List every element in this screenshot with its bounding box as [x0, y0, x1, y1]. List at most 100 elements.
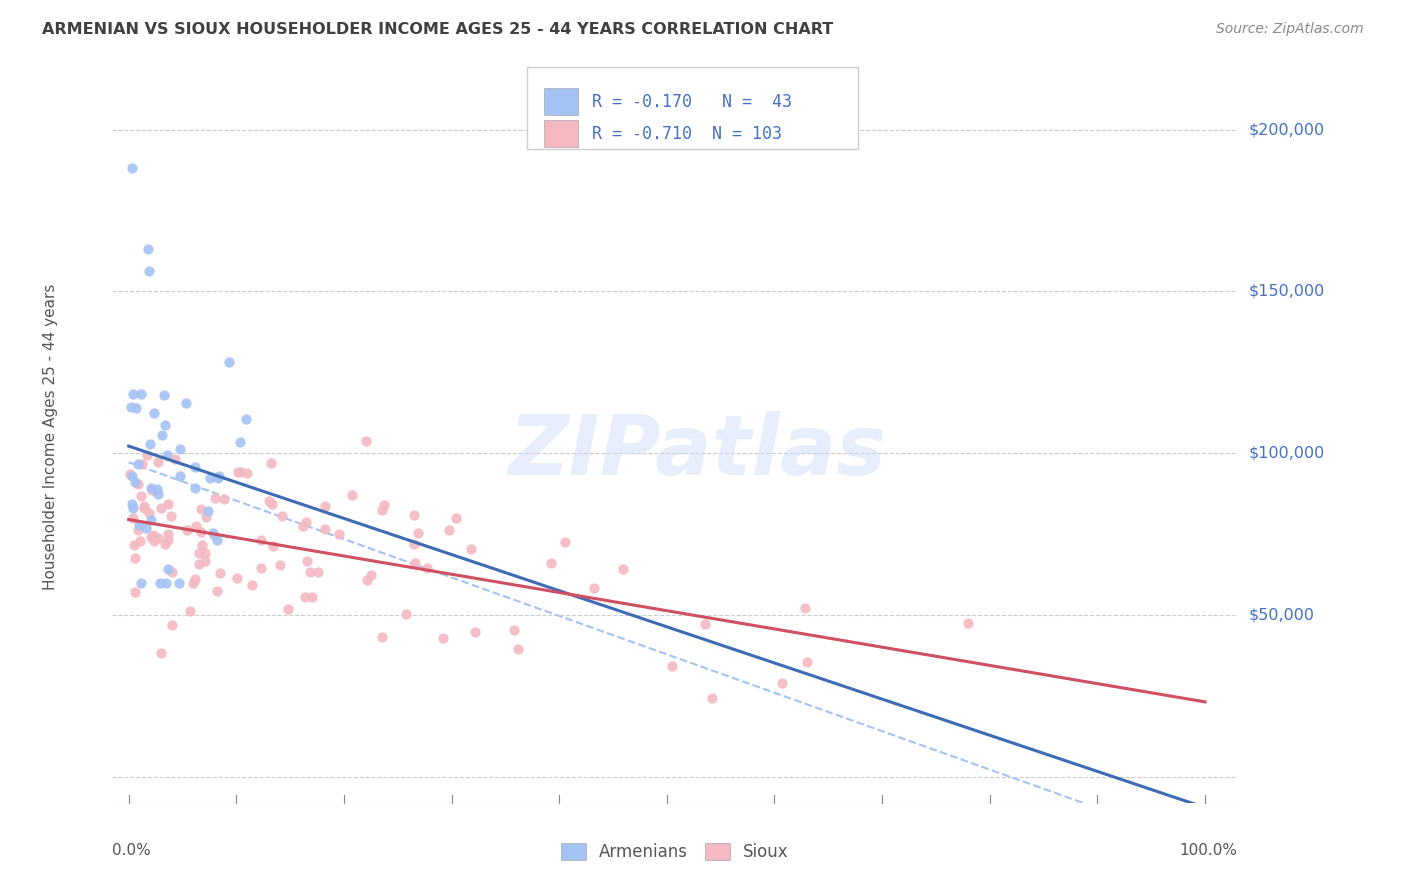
- Point: [794, 600, 817, 615]
- Point: [612, 562, 634, 576]
- Point: [432, 632, 454, 646]
- Point: [250, 561, 273, 575]
- Point: [249, 533, 271, 547]
- Point: [138, 507, 160, 521]
- Text: R = -0.710  N = 103: R = -0.710 N = 103: [592, 125, 782, 143]
- Point: [294, 590, 316, 604]
- Point: [124, 550, 146, 565]
- Point: [328, 526, 350, 541]
- Point: [356, 434, 378, 449]
- Point: [295, 553, 318, 567]
- Point: [190, 524, 212, 539]
- Point: [235, 412, 257, 426]
- Point: [122, 501, 145, 516]
- Point: [301, 590, 323, 604]
- Point: [155, 575, 177, 590]
- Point: [153, 417, 176, 432]
- Point: [202, 528, 225, 542]
- Point: [131, 489, 153, 503]
- Point: [157, 526, 180, 541]
- Point: [190, 502, 212, 516]
- Point: [127, 457, 149, 471]
- Point: [260, 497, 283, 511]
- Point: [404, 508, 426, 522]
- Point: [156, 562, 179, 576]
- Point: [124, 475, 146, 490]
- Point: [340, 488, 363, 502]
- Point: [225, 571, 247, 585]
- Point: [229, 435, 252, 450]
- Point: [135, 448, 157, 462]
- Point: [132, 501, 155, 516]
- Point: [205, 584, 228, 599]
- Point: [194, 546, 217, 560]
- Point: [207, 533, 229, 547]
- Point: [131, 458, 153, 472]
- Point: [150, 500, 173, 515]
- Point: [184, 481, 207, 495]
- Point: [143, 406, 166, 420]
- Text: Householder Income Ages 25 - 44 years: Householder Income Ages 25 - 44 years: [44, 284, 58, 591]
- Point: [184, 519, 207, 533]
- Point: [298, 566, 321, 580]
- Point: [770, 676, 793, 690]
- Point: [235, 467, 257, 481]
- Point: [373, 498, 395, 512]
- Point: [127, 476, 149, 491]
- Point: [190, 538, 212, 552]
- Point: [212, 492, 235, 507]
- Point: [294, 516, 316, 530]
- Point: [129, 533, 152, 548]
- Point: [242, 578, 264, 592]
- Point: [156, 497, 179, 511]
- Point: [135, 521, 157, 535]
- Point: [404, 537, 426, 551]
- Text: $150,000: $150,000: [1249, 284, 1324, 299]
- Point: [127, 523, 149, 537]
- Point: [269, 558, 291, 573]
- Point: [291, 519, 314, 533]
- Point: [262, 539, 284, 553]
- Point: [188, 557, 211, 571]
- Point: [153, 537, 176, 551]
- Text: Source: ZipAtlas.com: Source: ZipAtlas.com: [1216, 22, 1364, 37]
- Point: [229, 465, 252, 479]
- Point: [150, 428, 173, 442]
- Text: $100,000: $100,000: [1249, 446, 1324, 461]
- Point: [136, 243, 159, 257]
- Text: R = -0.170   N =  43: R = -0.170 N = 43: [592, 93, 792, 111]
- Legend: Armenians, Sioux: Armenians, Sioux: [554, 836, 796, 868]
- Point: [406, 526, 429, 541]
- Text: ZIPatlas: ZIPatlas: [509, 411, 886, 492]
- Point: [371, 502, 394, 516]
- Point: [540, 556, 562, 570]
- Point: [169, 442, 191, 456]
- Point: [118, 467, 141, 482]
- Point: [146, 531, 169, 545]
- Point: [460, 542, 482, 557]
- Point: [163, 451, 186, 466]
- Point: [128, 517, 150, 532]
- Point: [195, 509, 218, 524]
- Text: $200,000: $200,000: [1249, 122, 1324, 137]
- Point: [271, 509, 294, 524]
- Point: [125, 401, 148, 415]
- Point: [156, 448, 179, 462]
- Text: 100.0%: 100.0%: [1180, 843, 1237, 858]
- Point: [184, 460, 207, 475]
- Point: [122, 538, 145, 552]
- Point: [142, 528, 165, 542]
- Text: 0.0%: 0.0%: [112, 843, 152, 858]
- Point: [184, 572, 207, 586]
- Point: [464, 624, 486, 639]
- Point: [122, 387, 145, 401]
- Point: [132, 499, 155, 513]
- Point: [156, 533, 179, 547]
- Point: [181, 575, 204, 590]
- Point: [257, 493, 280, 508]
- Point: [121, 497, 143, 511]
- Point: [179, 604, 201, 618]
- Point: [160, 565, 183, 579]
- Text: $50,000: $50,000: [1249, 607, 1315, 623]
- Point: [187, 546, 209, 560]
